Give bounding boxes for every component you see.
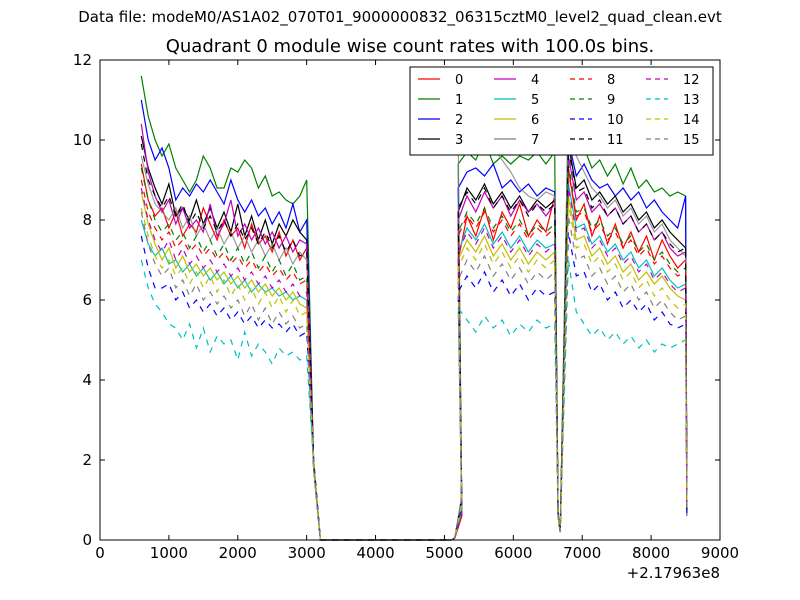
chart-title: Quadrant 0 module wise count rates with …: [165, 36, 655, 57]
y-tick-label: 6: [82, 291, 92, 309]
y-tick-label: 8: [82, 211, 92, 229]
y-tick-label: 10: [73, 131, 92, 149]
x-offset-label: +2.17963e8: [627, 564, 720, 582]
y-tick-label: 0: [82, 531, 92, 549]
legend-label-5: 5: [531, 93, 539, 108]
y-tick-label: 12: [73, 51, 92, 69]
legend-box: [409, 66, 714, 156]
legend-label-2: 2: [455, 113, 463, 128]
x-tick-label: 8000: [632, 544, 670, 562]
axes-layer: 0 1000 2000 3000 4000 5000 6000 7000 8000 9000 0 2 4…: [73, 51, 739, 582]
legend-label-10: 10: [607, 113, 624, 128]
legend-label-3: 3: [455, 133, 463, 148]
series-line-12: [140, 187, 688, 541]
y-tick-label: 2: [82, 451, 92, 469]
x-tick-label: 6000: [494, 544, 532, 562]
series-line-14: [140, 203, 688, 541]
series-line-9: [140, 163, 688, 541]
legend-label-8: 8: [607, 73, 615, 88]
legend-label-7: 7: [531, 133, 539, 148]
x-tick-label: 5000: [425, 544, 463, 562]
legend-label-0: 0: [455, 73, 463, 88]
legend-label-4: 4: [531, 73, 539, 88]
x-tick-label: 1000: [150, 544, 188, 562]
legend-label-1: 1: [455, 93, 463, 108]
legend-label-15: 15: [683, 133, 700, 148]
x-tick-label: 4000: [356, 544, 394, 562]
y-tick-label: 4: [82, 371, 92, 389]
x-tick-label: 0: [95, 544, 105, 562]
series-line-15: [140, 211, 688, 541]
legend-label-11: 11: [607, 133, 624, 148]
x-tick-label: 2000: [219, 544, 257, 562]
legend-label-13: 13: [683, 93, 700, 108]
figure-suptitle: Data file: modeM0/AS1A02_070T01_90000008…: [78, 8, 722, 26]
series-line-13: [140, 259, 688, 541]
series-line-4: [140, 123, 688, 541]
x-tick-label: 7000: [563, 544, 601, 562]
legend-label-9: 9: [607, 93, 615, 108]
legend-label-12: 12: [683, 73, 700, 88]
x-tick-label: 9000: [701, 544, 739, 562]
legend-label-14: 14: [683, 113, 700, 128]
x-tick-label: 3000: [288, 544, 326, 562]
series-line-10: [140, 231, 688, 541]
legend-label-6: 6: [531, 113, 539, 128]
series-line-11: [140, 143, 688, 541]
